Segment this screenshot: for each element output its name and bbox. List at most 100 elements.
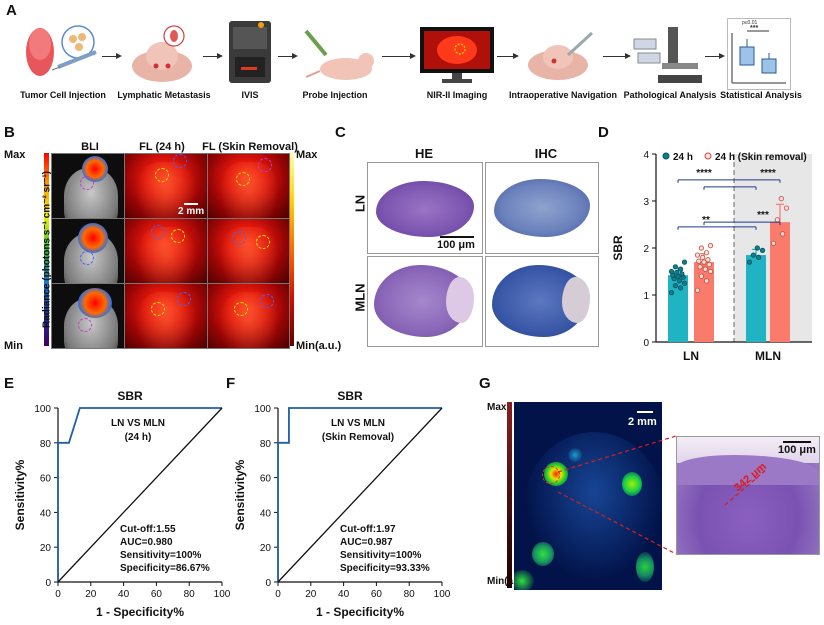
mouse-syringe-icon	[298, 25, 378, 85]
y-tick-label: 60	[40, 474, 52, 485]
fl-colorbar	[289, 153, 294, 346]
annotation-subheading: (Skin Removal)	[322, 432, 394, 443]
bar	[694, 262, 714, 342]
data-point	[704, 278, 710, 284]
flow-arrow	[203, 53, 223, 59]
panel-f-label: F	[226, 375, 236, 392]
scale-bar-label: 2 mm	[178, 206, 205, 217]
data-point	[694, 287, 701, 293]
roc-curve	[277, 407, 442, 582]
histology-zoom-image	[676, 436, 820, 555]
x-tick-label: 80	[184, 589, 196, 600]
data-point	[674, 269, 680, 276]
significance-label: ****	[696, 168, 712, 179]
he-mln-image	[367, 256, 483, 347]
annotation-heading: LN VS MLN	[111, 418, 165, 429]
data-point	[672, 264, 679, 270]
annotation-heading: LN VS MLN	[331, 418, 385, 429]
data-point	[697, 264, 703, 270]
fl-skin-image-row2	[207, 218, 290, 284]
roc-curve	[57, 407, 222, 582]
bar	[770, 222, 790, 342]
workflow-caption: Probe Injection	[302, 90, 368, 100]
panel-b-min-left: Min	[4, 340, 23, 352]
y-tick-label: 4	[643, 150, 649, 161]
row-label-ln: LN	[352, 194, 368, 213]
reference-diagonal	[57, 407, 223, 583]
y-tick-label: 40	[40, 508, 52, 519]
x-tick-label: 100	[434, 589, 451, 600]
panel-g-colorbar	[507, 402, 512, 588]
data-point	[681, 259, 688, 265]
row-label-mln: MLN	[352, 283, 368, 312]
flow-arrow	[705, 53, 725, 59]
annotation-stat: AUC=0.987	[340, 537, 393, 548]
column-header-ihc: IHC	[534, 146, 558, 161]
flow-arrow	[382, 53, 416, 59]
data-point	[668, 290, 675, 296]
x-axis-title: 1 - Specificity%	[316, 605, 404, 619]
x-tick-label: 40	[338, 589, 350, 600]
data-point	[783, 205, 790, 211]
x-axis-title: 1 - Specificity%	[96, 605, 184, 619]
monitor-icon	[418, 25, 496, 87]
data-point	[701, 259, 707, 265]
panel-e-label: E	[4, 375, 15, 392]
x-tick-label: 40	[118, 589, 130, 600]
boxplot-icon: p≤0.01 ***	[727, 18, 791, 90]
legend-marker	[662, 152, 670, 160]
y-tick-label: 20	[40, 543, 52, 554]
data-point	[679, 271, 685, 277]
data-point	[780, 231, 786, 237]
data-point	[704, 250, 710, 256]
data-point	[707, 268, 714, 275]
flow-arrow	[603, 53, 631, 59]
data-point	[678, 285, 684, 291]
data-point	[707, 243, 714, 249]
data-point	[698, 273, 705, 279]
chart-title: SBR	[337, 389, 363, 403]
y-tick-label: 0	[45, 578, 51, 589]
data-point	[706, 261, 712, 268]
heatmap-scale-label: 2 mm	[628, 416, 657, 428]
x-category-label: LN	[683, 349, 699, 362]
panel-c-label: C	[335, 124, 346, 141]
y-tick-label: 80	[260, 439, 272, 450]
bli-image-row2	[51, 218, 126, 284]
panel-d-label: D	[598, 124, 609, 141]
histology-scale-bar	[440, 236, 474, 238]
inset-stars: ***	[750, 25, 759, 32]
annotation-stat: Specificity=86.67%	[120, 563, 210, 574]
data-point	[770, 240, 777, 246]
y-tick-label: 40	[260, 508, 272, 519]
significance-label: ****	[760, 168, 776, 179]
data-point	[778, 196, 784, 202]
chart-title: SBR	[117, 389, 143, 403]
panel-b-label: B	[4, 124, 15, 141]
ivis-machine-icon	[225, 17, 275, 85]
y-tick-label: 0	[265, 578, 271, 589]
annotation-subheading: (24 h)	[125, 432, 152, 443]
reference-diagonal	[277, 407, 443, 583]
data-point	[746, 259, 753, 265]
y-axis-title: Sensitivity%	[13, 459, 27, 530]
panel-b-max-left: Max	[4, 149, 26, 161]
bli-image-row3	[51, 283, 126, 349]
y-tick-label: 100	[254, 404, 271, 415]
workflow-caption: NIR-II Imaging	[426, 90, 488, 100]
annotation-stat: Cut-off:1.55	[120, 524, 176, 535]
fl-24h-image-row3	[124, 283, 208, 349]
y-tick-label: 1	[643, 291, 649, 302]
ihc-ln-image	[485, 162, 599, 254]
workflow-caption: Statistical Analysis	[720, 90, 802, 100]
data-point	[678, 266, 684, 272]
annotation-stat: Specificity=93.33%	[340, 563, 430, 574]
y-tick-label: 2	[643, 244, 649, 255]
workflow-caption: Tumor Cell Injection	[20, 90, 106, 100]
flow-arrow	[278, 53, 298, 59]
bar	[746, 255, 766, 342]
x-tick-label: 60	[371, 589, 383, 600]
annotation-stat: Sensitivity=100%	[340, 550, 422, 561]
ihc-mln-image	[485, 256, 599, 347]
flow-arrow	[102, 53, 122, 59]
